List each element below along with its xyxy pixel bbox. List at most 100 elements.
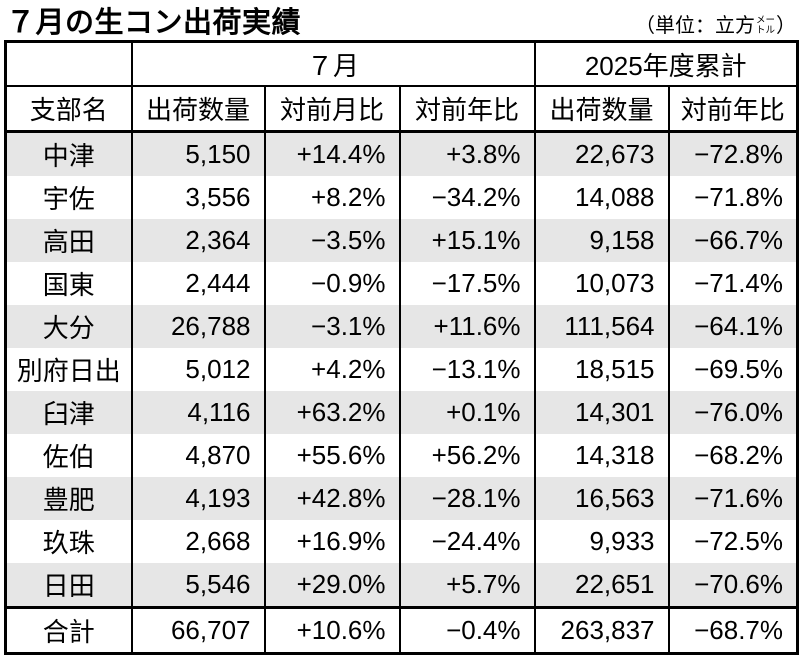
value-cell: −70.6% [667,563,799,608]
page-title: ７月の生コン出荷実績 [6,6,302,39]
value-cell: −71.8% [667,176,799,219]
value-cell: −64.1% [667,305,799,348]
value-cell: 9,158 [533,219,670,262]
value-cell: 2,444 [130,262,266,305]
branch-name: 大分 [4,305,133,348]
table-row: 高田 2,364 −3.5% +15.1% 9,158 −66.7% [4,219,799,262]
value-cell: −0.9% [263,262,401,305]
branch-name: 別府日出 [4,348,133,391]
value-cell: 2,668 [130,520,266,563]
corner-cell [4,40,133,87]
value-cell: 9,933 [533,520,670,563]
group-header-july: ７月 [130,40,536,87]
branch-name: 臼津 [4,391,133,434]
value-cell: +10.6% [263,606,401,654]
value-cell: 10,073 [533,262,670,305]
value-cell: 5,150 [130,131,266,176]
col-header-vs-prev-year-july: 対前年比 [398,85,536,133]
value-cell: −17.5% [398,262,536,305]
branch-name: 佐伯 [4,434,133,477]
col-header-shipment-qty-july: 出荷数量 [130,85,266,133]
value-cell: −0.4% [398,606,536,654]
value-cell: −68.2% [667,434,799,477]
group-header-fiscal-2025: 2025年度累計 [533,40,799,87]
value-cell: 4,870 [130,434,266,477]
value-cell: 18,515 [533,348,670,391]
value-cell: +3.8% [398,131,536,176]
table-row: 大分 26,788 −3.1% +11.6% 111,564 −64.1% [4,305,799,348]
value-cell: +5.7% [398,563,536,608]
value-cell: +29.0% [263,563,401,608]
value-cell: 22,651 [533,563,670,608]
value-cell: 5,012 [130,348,266,391]
table-row: 中津 5,150 +14.4% +3.8% 22,673 −72.8% [4,131,799,176]
value-cell: −72.5% [667,520,799,563]
shipment-table: ７月 2025年度累計 支部名 出荷数量 対前月比 対前年比 出荷数量 対前年比… [4,40,800,655]
value-cell: 4,116 [130,391,266,434]
value-cell: 26,788 [130,305,266,348]
table-row: 臼津 4,116 +63.2% +0.1% 14,301 −76.0% [4,391,799,434]
total-row: 合計 66,707 +10.6% −0.4% 263,837 −68.7% [4,606,799,654]
table-row: 玖珠 2,668 +16.9% −24.4% 9,933 −72.5% [4,520,799,563]
value-cell: −3.1% [263,305,401,348]
value-cell: +63.2% [263,391,401,434]
unit-label: （単位：立方 メー トル） [635,15,796,40]
branch-name: 豊肥 [4,477,133,520]
value-cell: 4,193 [130,477,266,520]
value-cell: +55.6% [263,434,401,477]
column-header-row: 支部名 出荷数量 対前月比 対前年比 出荷数量 対前年比 [4,85,799,133]
unit-stack-bottom: トル [755,25,775,36]
value-cell: −3.5% [263,219,401,262]
table-row: 豊肥 4,193 +42.8% −28.1% 16,563 −71.6% [4,477,799,520]
total-label: 合計 [4,606,133,654]
value-cell: 16,563 [533,477,670,520]
value-cell: −68.7% [667,606,799,654]
group-header-row: ７月 2025年度累計 [4,40,799,87]
value-cell: 66,707 [130,606,266,654]
value-cell: +14.4% [263,131,401,176]
value-cell: 2,364 [130,219,266,262]
value-cell: +15.1% [398,219,536,262]
value-cell: +42.8% [263,477,401,520]
value-cell: 263,837 [533,606,670,654]
table-row: 別府日出 5,012 +4.2% −13.1% 18,515 −69.5% [4,348,799,391]
col-header-vs-prev-year-fiscal: 対前年比 [667,85,799,133]
value-cell: +11.6% [398,305,536,348]
value-cell: −66.7% [667,219,799,262]
branch-name: 宇佐 [4,176,133,219]
table-row: 国東 2,444 −0.9% −17.5% 10,073 −71.4% [4,262,799,305]
value-cell: 5,546 [130,563,266,608]
value-cell: +56.2% [398,434,536,477]
value-cell: +8.2% [263,176,401,219]
value-cell: 14,318 [533,434,670,477]
value-cell: 22,673 [533,131,670,176]
unit-prefix: （単位：立方 [634,15,755,37]
value-cell: 3,556 [130,176,266,219]
value-cell: −28.1% [398,477,536,520]
value-cell: 111,564 [533,305,670,348]
value-cell: −13.1% [398,348,536,391]
unit-stack-top: メー [755,15,775,26]
col-header-vs-prev-month: 対前月比 [263,85,401,133]
value-cell: −76.0% [667,391,799,434]
unit-suffix: ） [776,15,796,37]
value-cell: −71.4% [667,262,799,305]
value-cell: 14,301 [533,391,670,434]
header-bar: ７月の生コン出荷実績 （単位：立方 メー トル） [0,0,800,40]
unit-stacked-meter: メー トル [756,16,775,36]
col-header-shipment-qty-fiscal: 出荷数量 [533,85,670,133]
value-cell: +4.2% [263,348,401,391]
table-row: 日田 5,546 +29.0% +5.7% 22,651 −70.6% [4,563,799,608]
branch-name: 中津 [4,131,133,176]
value-cell: −72.8% [667,131,799,176]
table-row: 佐伯 4,870 +55.6% +56.2% 14,318 −68.2% [4,434,799,477]
value-cell: −69.5% [667,348,799,391]
value-cell: 14,088 [533,176,670,219]
branch-name: 玖珠 [4,520,133,563]
value-cell: −34.2% [398,176,536,219]
value-cell: −24.4% [398,520,536,563]
branch-name: 日田 [4,563,133,608]
branch-name: 国東 [4,262,133,305]
value-cell: −71.6% [667,477,799,520]
